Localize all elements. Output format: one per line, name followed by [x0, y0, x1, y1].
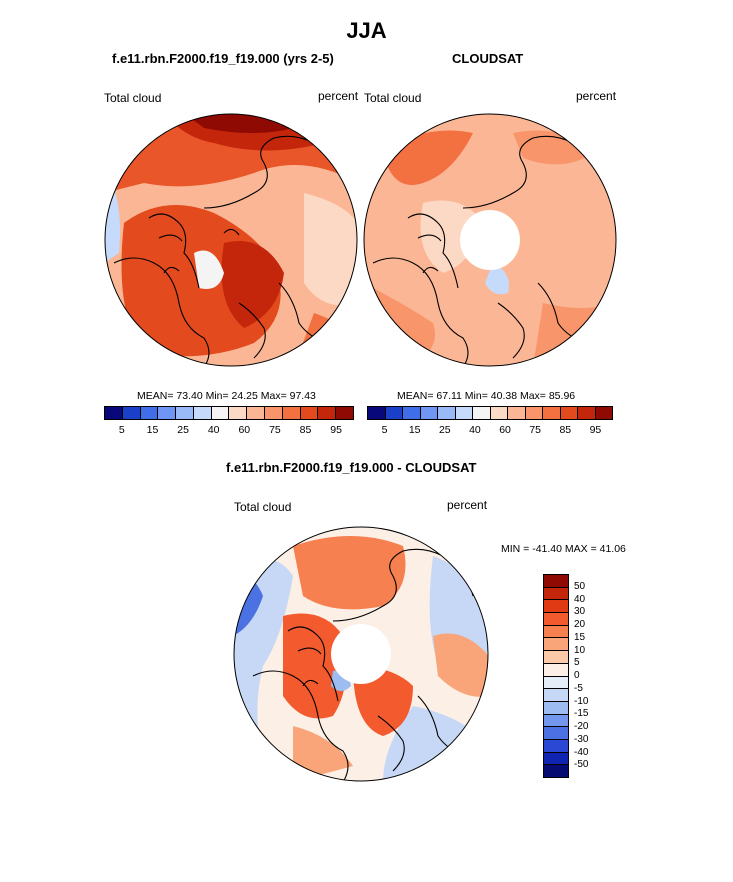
page-title: JJA [346, 18, 387, 43]
colorbar-swatch [105, 407, 123, 419]
colorbar-tick-label: 0 [574, 670, 580, 681]
colorbar-swatch [282, 407, 301, 419]
panel3-colorbar [543, 574, 569, 778]
colorbar-swatch [508, 407, 526, 419]
colorbar-tick-label: 75 [269, 424, 281, 436]
panel1-variable-label: Total cloud [104, 91, 162, 105]
colorbar-swatch [544, 765, 568, 777]
panel3-minmax: MIN = -41.40 MAX = 41.06 [501, 543, 626, 555]
colorbar-tick-label: 85 [299, 424, 312, 436]
panel2-units-label: percent [576, 89, 617, 103]
colorbar-swatch [544, 727, 568, 740]
colorbar-tick-label: 15 [574, 631, 586, 643]
panel3-colorbar-ticks: 50 40 30 20 15 10 5 0 -5 -10 -15 -20 -30 -40 -50 [574, 574, 614, 778]
colorbar-swatch [158, 407, 177, 419]
colorbar-tick-label: -30 [574, 733, 589, 745]
colorbar-tick-label: -50 [574, 759, 589, 771]
colorbar-swatch [229, 407, 248, 419]
colorbar-tick-label: 95 [589, 424, 602, 436]
colorbar-swatch [318, 407, 337, 419]
panel3-units-label: percent [447, 498, 488, 512]
colorbar-tick-label: 60 [499, 424, 511, 436]
colorbar-swatch [176, 407, 194, 419]
colorbar-swatch [544, 638, 568, 652]
colorbar-swatch [385, 407, 403, 419]
colorbar-tick-label: 60 [238, 424, 251, 436]
panel1-title: f.e11.rbn.F2000.f19_f19.000 (yrs 2-5) [112, 51, 334, 66]
colorbar-swatch [265, 407, 283, 419]
colorbar-swatch [544, 575, 568, 588]
colorbar-tick-label: 25 [177, 424, 189, 436]
colorbar-swatch [544, 701, 568, 715]
colorbar-swatch [473, 407, 491, 419]
colorbar-swatch [336, 407, 353, 419]
colorbar-tick-label: 5 [118, 424, 125, 436]
panel1-units-label: percent [318, 89, 359, 103]
colorbar-tick-label: -5 [574, 682, 583, 694]
colorbar-swatch [193, 407, 212, 419]
colorbar-swatch [455, 407, 473, 419]
colorbar-swatch [403, 407, 421, 419]
colorbar-swatch [544, 676, 568, 690]
colorbar-swatch [544, 587, 568, 601]
panel1-stats: MEAN= 73.40 Min= 24.25 Max= 97.43 [137, 390, 316, 402]
colorbar-tick-label: -10 [574, 695, 589, 707]
panel1-polar-map [104, 113, 358, 367]
panel2-variable-label: Total cloud [364, 91, 422, 105]
colorbar-tick-label: 25 [438, 424, 451, 436]
colorbar-swatch [544, 739, 568, 753]
colorbar-swatch [595, 407, 612, 419]
panel1-colorbar [104, 406, 354, 420]
colorbar-tick-label: 75 [529, 424, 542, 436]
colorbar-tick-label: 20 [574, 619, 586, 630]
colorbar-tick-label: 5 [574, 657, 580, 669]
colorbar-tick-label: -40 [574, 746, 589, 758]
colorbar-swatch [544, 714, 568, 728]
colorbar-swatch [578, 407, 596, 419]
colorbar-swatch [560, 407, 578, 419]
colorbar-swatch [368, 407, 386, 419]
colorbar-swatch [490, 407, 508, 419]
panel2-stats: MEAN= 67.11 Min= 40.38 Max= 85.96 [397, 390, 576, 402]
panel3-variable-label: Total cloud [234, 500, 292, 514]
colorbar-swatch [544, 663, 568, 677]
colorbar-tick-label: -15 [574, 708, 589, 720]
panel3-polar-map [233, 526, 489, 782]
colorbar-tick-label: 40 [574, 593, 586, 605]
colorbar-swatch [211, 407, 230, 419]
colorbar-tick-label: 85 [559, 424, 572, 436]
colorbar-tick-label: -20 [574, 721, 589, 732]
colorbar-swatch [544, 752, 568, 766]
colorbar-swatch [544, 689, 568, 702]
panel3-title: f.e11.rbn.F2000.f19_f19.000 - CLOUDSAT [226, 460, 477, 475]
colorbar-swatch [525, 407, 543, 419]
panel2-colorbar-ticks: 5 15 25 40 60 75 85 95 [367, 424, 613, 438]
colorbar-tick-label: 5 [381, 424, 388, 436]
colorbar-swatch [247, 407, 266, 419]
colorbar-swatch [420, 407, 438, 419]
colorbar-tick-label: 50 [574, 580, 586, 592]
colorbar-tick-label: 30 [574, 606, 586, 618]
colorbar-tick-label: 15 [408, 424, 421, 436]
colorbar-swatch [140, 407, 159, 419]
colorbar-swatch [438, 407, 456, 419]
colorbar-tick-label: 40 [207, 424, 220, 436]
colorbar-swatch [544, 600, 568, 614]
colorbar-swatch [544, 613, 568, 626]
colorbar-tick-label: 15 [146, 424, 159, 436]
colorbar-swatch [544, 625, 568, 639]
colorbar-swatch [544, 651, 568, 664]
colorbar-swatch [300, 407, 319, 419]
colorbar-tick-label: 10 [574, 644, 586, 656]
panel2-title: CLOUDSAT [452, 51, 524, 66]
colorbar-tick-label: 40 [469, 424, 481, 436]
colorbar-swatch [543, 407, 561, 419]
panel2-colorbar [367, 406, 613, 420]
panel1-colorbar-ticks: 5 15 25 40 60 75 85 95 [104, 424, 354, 438]
colorbar-tick-label: 95 [330, 424, 342, 436]
panel2-polar-map [363, 113, 617, 367]
colorbar-swatch [122, 407, 141, 419]
